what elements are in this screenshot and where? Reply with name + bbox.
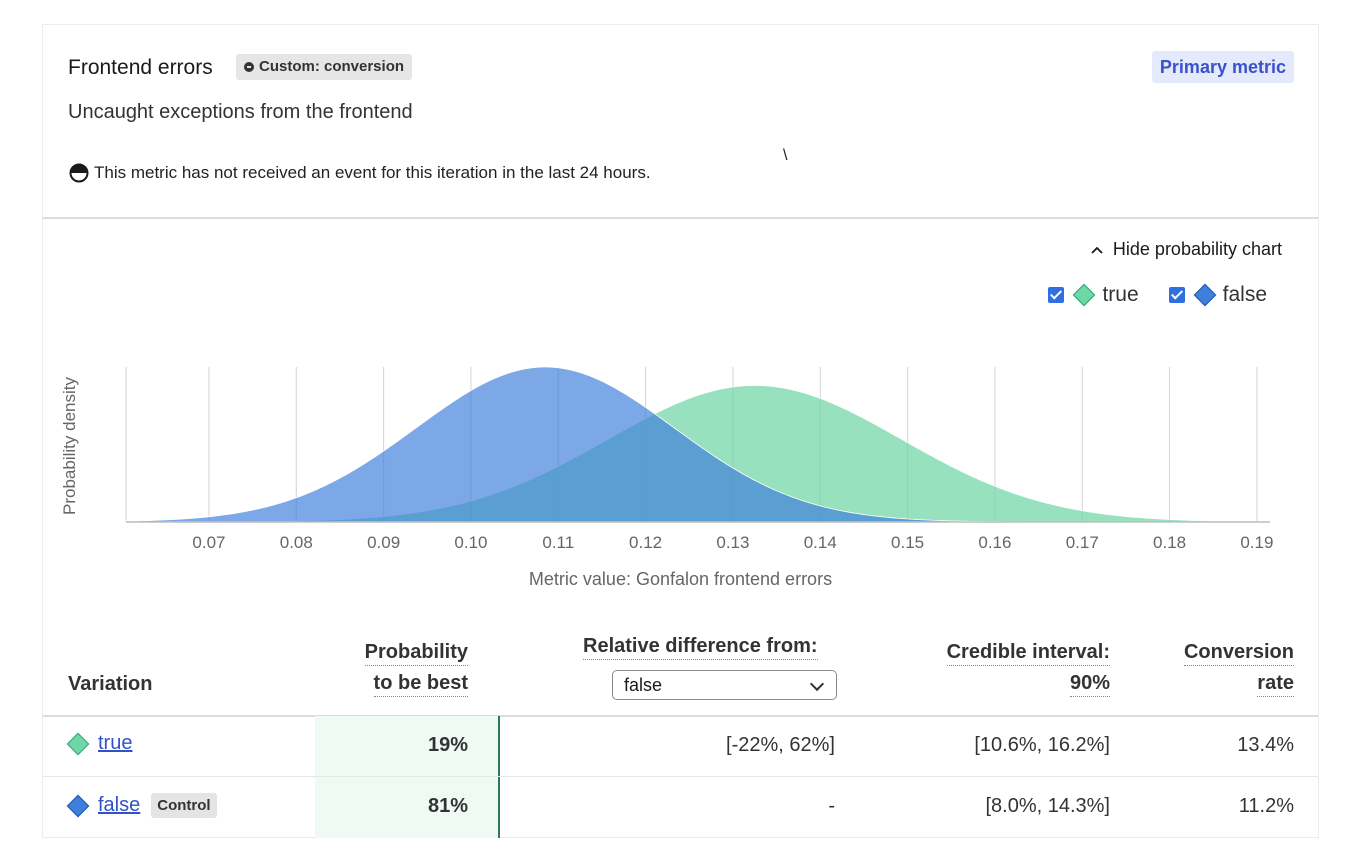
relative-difference-header-text: Relative difference from:: [583, 635, 818, 660]
row-divider: [43, 776, 1318, 777]
x-tick-label: 0.10: [454, 533, 487, 552]
legend-item-false[interactable]: false: [1168, 283, 1267, 307]
conversion-rate-header[interactable]: Conversion rate: [1183, 641, 1294, 697]
x-tick-label: 0.15: [891, 533, 924, 552]
relative-difference-select[interactable]: false: [612, 670, 837, 700]
x-tick-label: 0.17: [1066, 533, 1099, 552]
relative-difference-header[interactable]: Relative difference from:: [583, 635, 818, 660]
chevron-up-icon: [1091, 246, 1103, 254]
false-diamond-icon: [1193, 283, 1216, 307]
x-tick-label: 0.07: [192, 533, 225, 552]
ci-true: [10.6%, 16.2%]: [974, 734, 1110, 756]
no-events-warning: This metric has not received an event fo…: [69, 163, 651, 183]
chart-legend: true false: [1018, 283, 1267, 307]
probability-header-line1: Probability: [364, 641, 468, 666]
metric-title: Frontend errors: [68, 56, 213, 79]
variation-header: Variation: [68, 673, 153, 695]
table-header-divider: [43, 715, 1318, 717]
credible-interval-header[interactable]: Credible interval: 90%: [946, 641, 1110, 697]
x-tick-label: 0.12: [629, 533, 662, 552]
probability-header[interactable]: Probability to be best: [364, 641, 468, 697]
rate-false: 11.2%: [1238, 795, 1294, 817]
x-tick-label: 0.11: [542, 533, 574, 552]
half-circle-warning-icon: [69, 163, 89, 183]
false-diamond-icon: [66, 794, 90, 817]
credible-interval-line2: 90%: [1069, 672, 1110, 697]
metric-header: Frontend errors Custom: conversion Prima…: [43, 25, 1318, 219]
rate-true: 13.4%: [1237, 734, 1294, 756]
metric-description: Uncaught exceptions from the frontend: [68, 101, 413, 123]
legend-checkbox-true[interactable]: [1048, 287, 1065, 303]
hide-probability-chart-button[interactable]: Hide probability chart: [1091, 239, 1282, 260]
x-tick-label: 0.09: [367, 533, 400, 552]
prob-false: 81%: [427, 795, 468, 817]
chevron-down-icon: [809, 676, 825, 692]
x-tick-label: 0.19: [1240, 533, 1273, 552]
x-tick-label: 0.16: [978, 533, 1011, 552]
conversion-rate-line1: Conversion: [1183, 641, 1294, 666]
x-tick-label: 0.14: [804, 533, 837, 552]
prob-true: 19%: [427, 734, 468, 756]
legend-label-true: true: [1102, 283, 1139, 306]
probability-column-bar: [498, 716, 500, 838]
density-area-false: [125, 366, 1270, 523]
legend-item-true[interactable]: true: [1048, 283, 1139, 307]
ci-false: [8.0%, 14.3%]: [985, 795, 1110, 817]
conversion-rate-line2: rate: [1257, 672, 1294, 697]
table-row-false: false Control: [66, 793, 217, 818]
toggle-label: Hide probability chart: [1112, 239, 1282, 259]
primary-metric-badge: Primary metric: [1151, 51, 1294, 83]
legend-checkbox-false[interactable]: [1168, 287, 1185, 303]
metric-kind-label: Custom: conversion: [259, 58, 405, 75]
true-diamond-icon: [1073, 283, 1096, 307]
x-tick-label: 0.08: [280, 533, 313, 552]
x-tick-label: 0.18: [1153, 533, 1186, 552]
metric-card: Frontend errors Custom: conversion Prima…: [42, 24, 1319, 838]
credible-interval-line1: Credible interval:: [946, 641, 1110, 666]
variation-link-false[interactable]: false: [98, 794, 141, 816]
true-diamond-icon: [66, 732, 90, 755]
control-badge: Control: [151, 793, 217, 818]
table-row-true: true: [66, 732, 133, 755]
stray-mark: \: [783, 147, 788, 164]
rel-diff-true: [-22%, 62%]: [726, 734, 835, 756]
probability-chart: 0.07 0.08 0.09 0.10 0.11 0.12 0.13 0.14 0.15 0.16…: [125, 366, 1273, 552]
probability-column-highlight: [315, 716, 498, 838]
custom-metric-icon: [244, 62, 254, 72]
x-axis-label: Metric value: Gonfalon frontend errors: [528, 569, 833, 589]
variation-link-true[interactable]: true: [98, 732, 133, 754]
legend-label-false: false: [1222, 283, 1267, 306]
relative-difference-selected: false: [624, 675, 663, 695]
metric-kind-badge: Custom: conversion: [236, 54, 413, 80]
x-tick-label: 0.13: [716, 533, 749, 552]
rel-diff-false: -: [828, 795, 835, 817]
probability-header-line2: to be best: [373, 672, 468, 697]
warning-text: This metric has not received an event fo…: [94, 163, 651, 182]
